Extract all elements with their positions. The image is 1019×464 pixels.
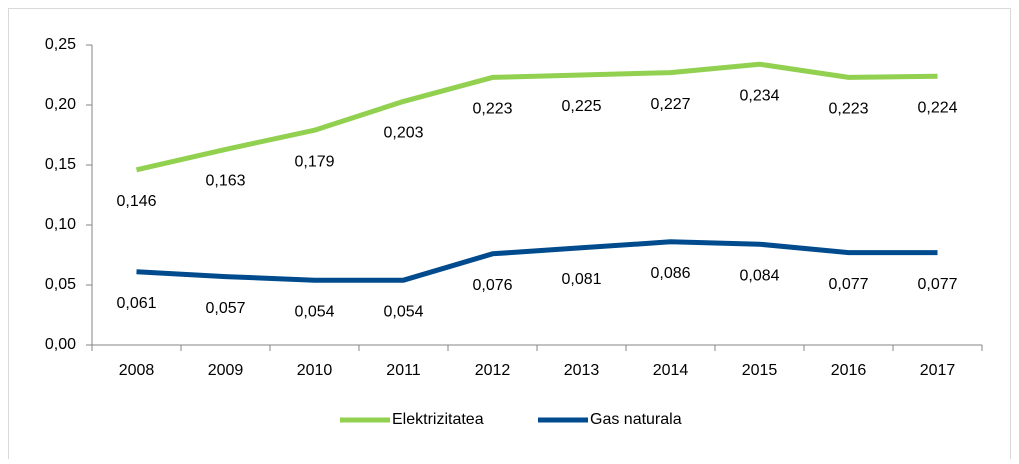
x-tick-label: 2017 (920, 362, 956, 379)
data-label: 0,081 (561, 271, 601, 288)
data-label: 0,086 (650, 265, 690, 282)
y-tick-label: 0,25 (45, 36, 76, 53)
legend-label: Elektrizitatea (392, 411, 484, 428)
series-line (135, 61, 938, 173)
data-label: 0,077 (828, 276, 868, 293)
data-label: 0,076 (472, 277, 512, 294)
x-tick-label: 2014 (653, 362, 689, 379)
data-label: 0,077 (917, 276, 957, 293)
data-label: 0,061 (116, 295, 156, 312)
data-label: 0,223 (828, 101, 868, 118)
data-label: 0,203 (383, 125, 423, 142)
y-tick-label: 0,05 (45, 276, 76, 293)
x-tick-label: 2012 (475, 362, 511, 379)
data-label: 0,234 (739, 87, 779, 104)
data-label: 0,223 (472, 101, 512, 118)
data-label: 0,054 (294, 303, 334, 320)
data-label: 0,163 (205, 173, 245, 190)
data-label: 0,084 (739, 267, 779, 284)
x-tick-label: 2015 (742, 362, 778, 379)
series-line (136, 239, 938, 283)
y-tick-label: 0,20 (45, 96, 76, 113)
y-tick-label: 0,10 (45, 216, 76, 233)
y-tick-label: 0,00 (45, 336, 76, 353)
x-tick-label: 2009 (208, 362, 244, 379)
legend-label: Gas naturala (590, 411, 682, 428)
x-tick-label: 2016 (831, 362, 867, 379)
data-label: 0,057 (205, 300, 245, 317)
data-label: 0,224 (917, 99, 957, 116)
x-tick-label: 2010 (297, 362, 333, 379)
data-label: 0,227 (650, 96, 690, 113)
data-label: 0,054 (383, 303, 423, 320)
data-label: 0,179 (294, 153, 334, 170)
x-tick-label: 2008 (119, 362, 155, 379)
x-tick-label: 2013 (564, 362, 600, 379)
data-label: 0,146 (116, 193, 156, 210)
x-tick-label: 2011 (386, 362, 421, 379)
y-tick-label: 0,15 (45, 156, 76, 173)
chart-border (8, 8, 1011, 464)
data-label: 0,225 (561, 98, 601, 115)
